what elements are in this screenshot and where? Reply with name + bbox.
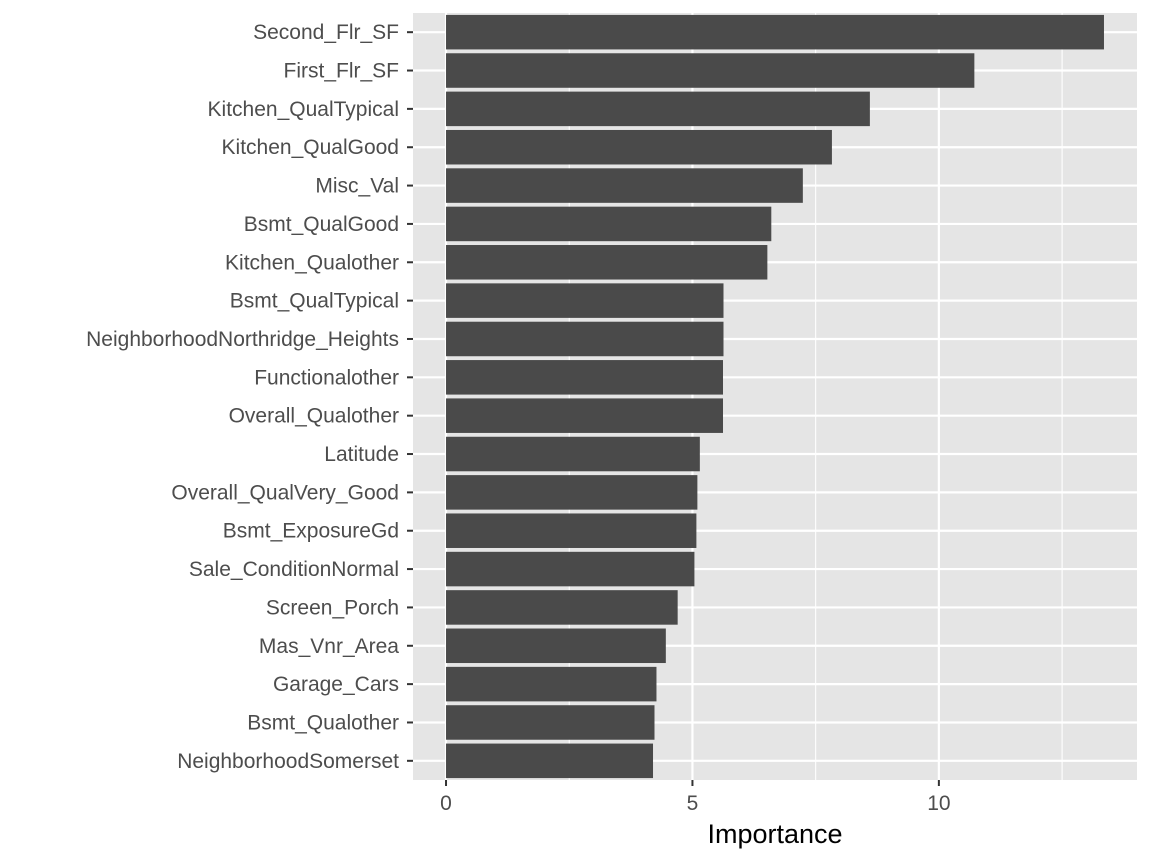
bar — [446, 743, 654, 779]
bar — [446, 53, 975, 88]
bar — [446, 245, 768, 280]
y-tick-label: Overall_Qualother — [229, 405, 399, 428]
bar — [446, 551, 695, 587]
y-tick-label: Kitchen_QualGood — [222, 136, 399, 159]
y-tick-label: Overall_QualVery_Good — [171, 481, 399, 504]
y-tick-label: First_Flr_SF — [284, 60, 400, 83]
bar — [446, 283, 724, 318]
y-tick-label: Second_Flr_SF — [253, 21, 399, 44]
bar — [446, 321, 724, 357]
y-tick-label: Garage_Cars — [273, 673, 399, 696]
y-tick-label: Bsmt_QualGood — [244, 213, 399, 236]
bar — [446, 475, 698, 510]
y-axis: Second_Flr_SF First_Flr_SF Kitchen_QualTyp… — [86, 21, 413, 773]
bar — [446, 129, 832, 165]
y-tick-label: Screen_Porch — [266, 596, 399, 619]
bar — [446, 590, 678, 625]
bar — [446, 206, 772, 242]
bar — [446, 513, 697, 548]
bar — [446, 666, 657, 702]
y-tick-label: Latitude — [324, 443, 399, 466]
y-tick-label: NeighborhoodNorthridge_Heights — [86, 328, 399, 351]
x-axis-title: Importance — [707, 819, 842, 849]
bars — [446, 14, 1104, 779]
y-tick-label: Sale_ConditionNormal — [189, 558, 399, 581]
y-tick-label: Kitchen_Qualother — [225, 251, 399, 274]
bar — [446, 436, 700, 472]
x-tick-label: 0 — [440, 792, 452, 815]
y-tick-label: Bsmt_ExposureGd — [223, 520, 399, 543]
x-axis: 0 5 10 — [440, 780, 951, 815]
bar — [446, 168, 803, 203]
y-tick-label: Mas_Vnr_Area — [259, 635, 399, 658]
bar — [446, 91, 870, 127]
y-tick-label: Functionalother — [254, 366, 399, 389]
x-tick-label: 10 — [927, 792, 950, 815]
y-tick-label: Kitchen_QualTypical — [208, 98, 399, 121]
bar — [446, 628, 666, 664]
y-tick-label: Misc_Val — [315, 175, 399, 198]
panel-background — [413, 13, 1137, 780]
y-tick-label: Bsmt_Qualother — [247, 711, 399, 734]
bar — [446, 705, 655, 740]
y-tick-label: NeighborhoodSomerset — [177, 750, 399, 773]
y-tick-label: Bsmt_QualTypical — [230, 290, 399, 313]
x-tick-label: 5 — [687, 792, 699, 815]
bar — [446, 360, 724, 395]
bar — [446, 398, 724, 433]
bar — [446, 14, 1104, 50]
